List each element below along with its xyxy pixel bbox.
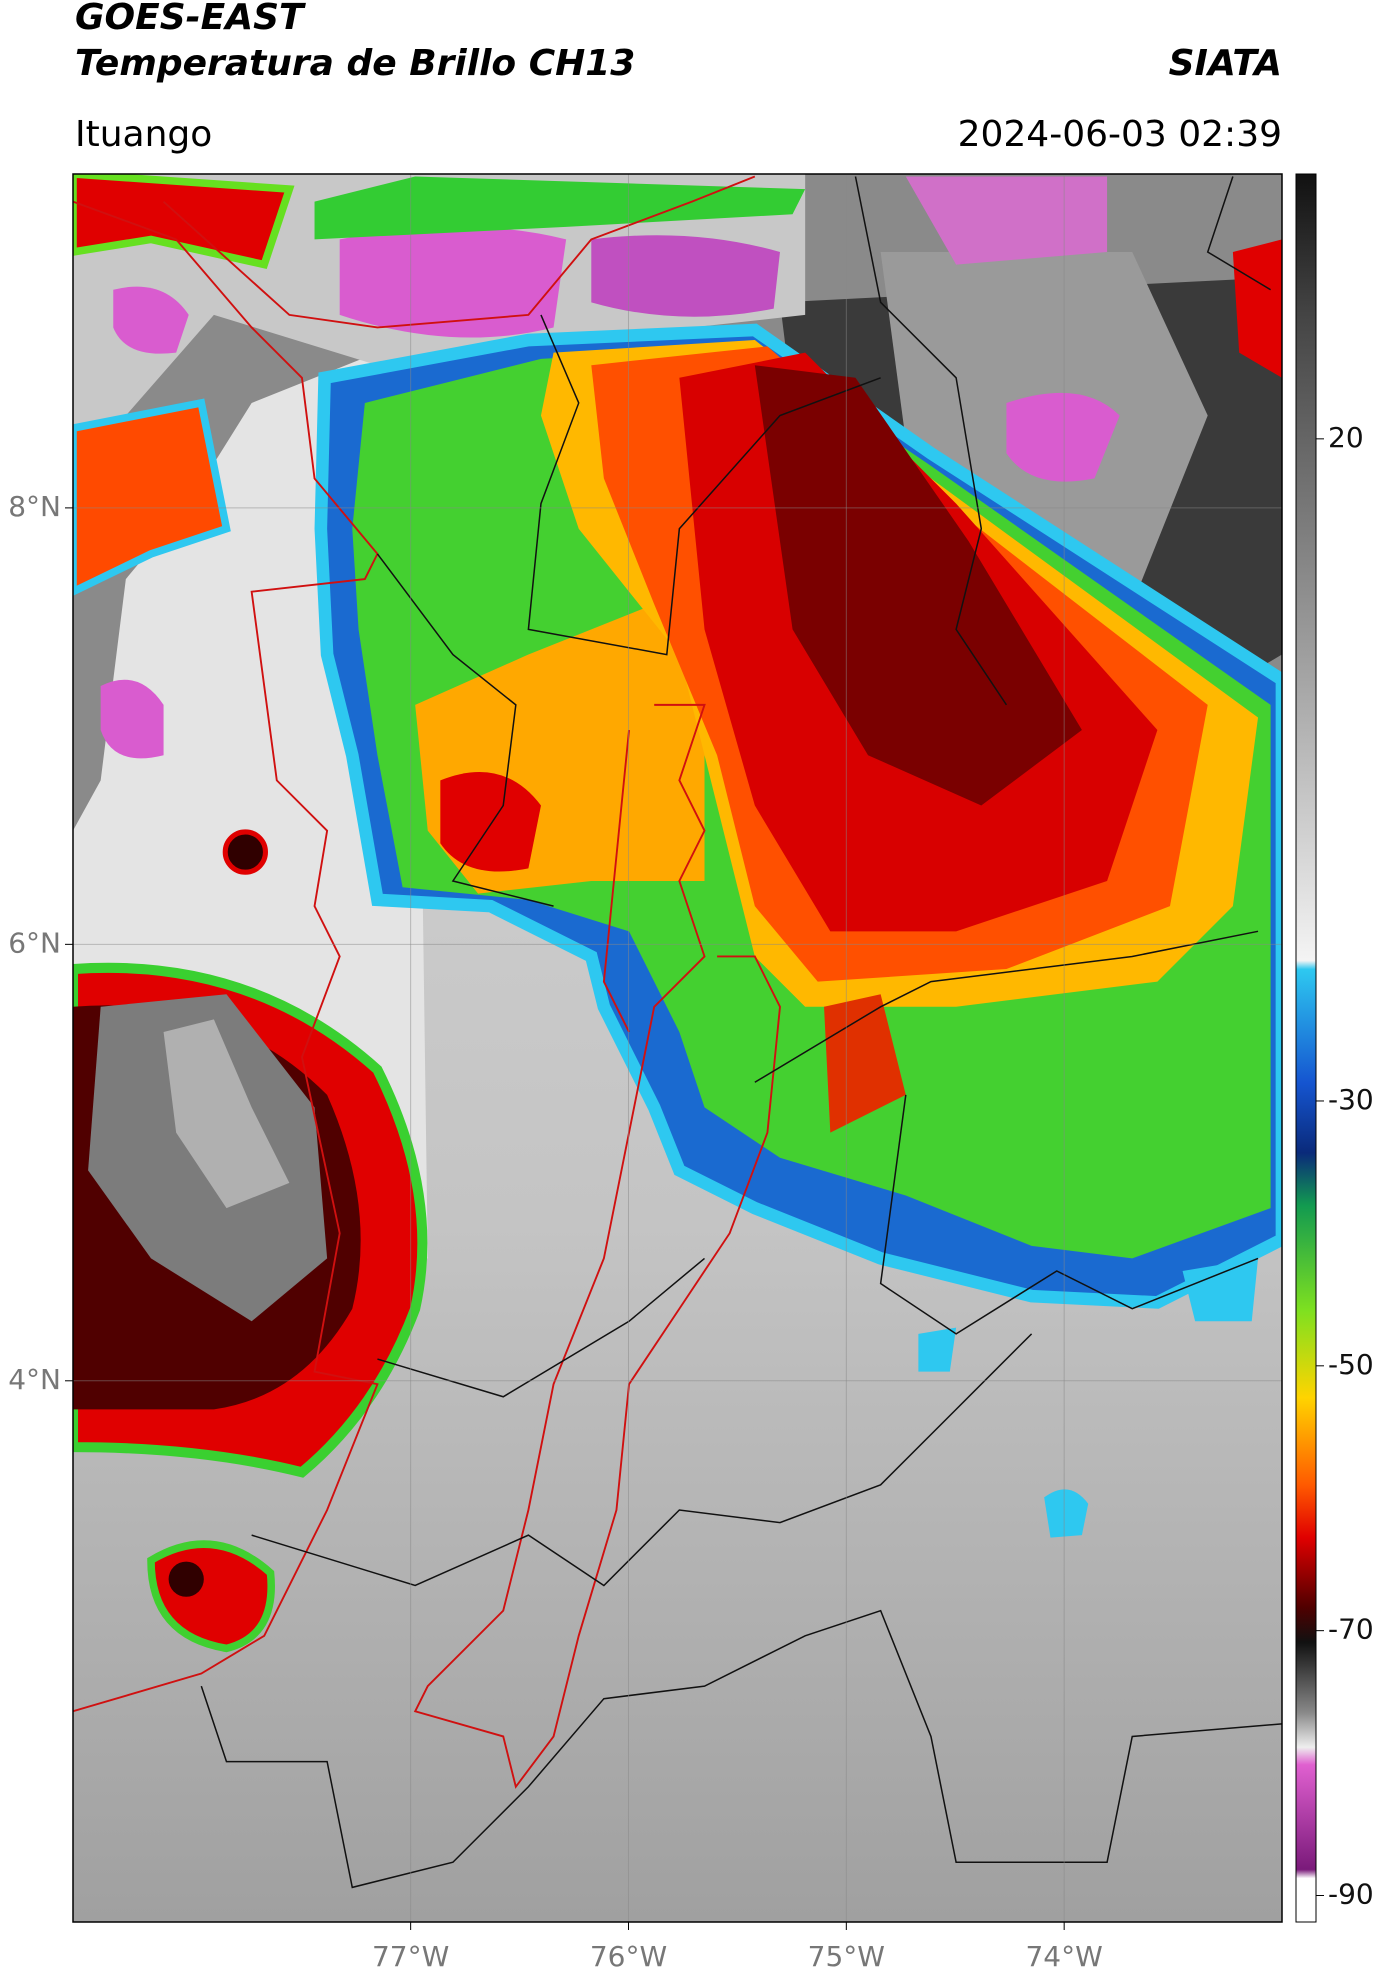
map-frame bbox=[72, 173, 1283, 1923]
map-imagery bbox=[73, 174, 1282, 1922]
colorbar-tick-label: -30 bbox=[1328, 1083, 1374, 1116]
colorbar-tick-label: 20 bbox=[1328, 421, 1364, 454]
colorbar bbox=[1295, 173, 1317, 1923]
place: Ituango bbox=[75, 114, 212, 155]
grid bbox=[73, 174, 1282, 1922]
x-tick-label: 74°W bbox=[1025, 1940, 1102, 1973]
y-tick-label: 8°N bbox=[8, 490, 61, 523]
colorbar-tick-label: -90 bbox=[1328, 1878, 1374, 1911]
y-tick-label: 6°N bbox=[8, 926, 61, 959]
x-tick-label: 76°W bbox=[590, 1940, 667, 1973]
x-tick-label: 75°W bbox=[808, 1940, 885, 1973]
y-tick-label: 4°N bbox=[8, 1363, 61, 1396]
colorbar-tick-label: -70 bbox=[1328, 1613, 1374, 1646]
subtitle: Temperatura de Brillo CH13 bbox=[75, 43, 635, 84]
source: SIATA bbox=[1169, 43, 1282, 84]
datetime: 2024-06-03 02:39 bbox=[958, 114, 1282, 155]
colorbar-tick-label: -50 bbox=[1328, 1348, 1374, 1381]
title: GOES-EAST bbox=[75, 0, 306, 38]
x-tick-label: 77°W bbox=[372, 1940, 449, 1973]
